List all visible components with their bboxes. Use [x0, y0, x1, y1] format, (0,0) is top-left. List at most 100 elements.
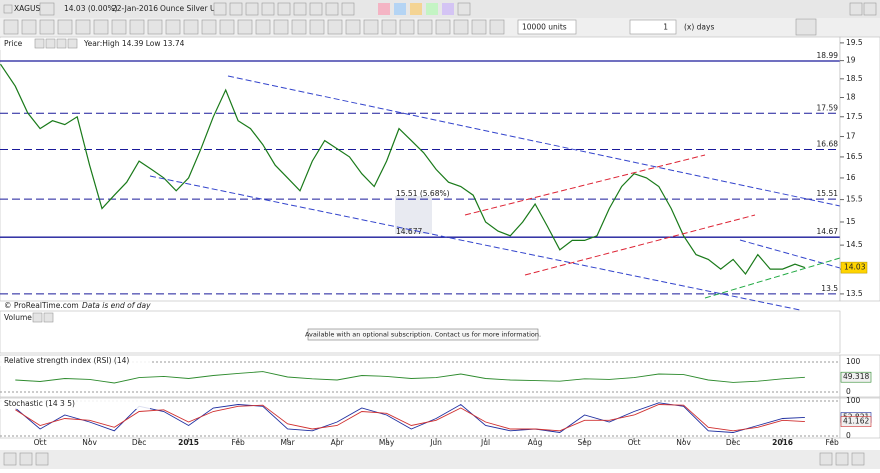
description: Ounce Silver USD	[160, 4, 226, 13]
panel-button[interactable]	[45, 38, 56, 49]
settings[interactable]	[849, 2, 863, 16]
days-input[interactable]	[629, 19, 677, 35]
chart-type[interactable]	[795, 18, 817, 36]
tool[interactable]	[255, 19, 271, 35]
tool[interactable]	[489, 19, 505, 35]
color-tool[interactable]	[378, 3, 390, 15]
level-label: 18.99	[817, 51, 839, 60]
x-tick-label: Feb	[231, 438, 245, 447]
panel-header	[0, 356, 150, 366]
tool[interactable]	[39, 19, 55, 35]
trendline	[739, 239, 841, 269]
zoom-button[interactable]	[851, 452, 865, 466]
scroll-button[interactable]	[3, 452, 17, 466]
tool[interactable]	[213, 2, 227, 16]
price-change: 14.03 (0.00%)	[64, 4, 118, 13]
indicator-title: Relative strength index (RSI) (14)	[4, 356, 129, 365]
tool[interactable]	[417, 19, 433, 35]
symbol-icon[interactable]	[3, 4, 13, 14]
tool[interactable]	[129, 19, 145, 35]
data-note: Data is end of day	[82, 301, 151, 310]
symbol[interactable]: XAGUSD	[14, 4, 46, 13]
tool[interactable]	[261, 2, 275, 16]
level-label: 16.68	[817, 140, 839, 149]
tool[interactable]	[293, 2, 307, 16]
subscription-box[interactable]	[307, 328, 539, 341]
tool[interactable]	[457, 2, 471, 16]
x-tick-label: 2015	[178, 438, 199, 447]
tool[interactable]	[381, 19, 397, 35]
y-tick-label: 16.5	[846, 152, 863, 161]
color-tool[interactable]	[410, 3, 422, 15]
trendline	[464, 154, 706, 216]
level-label: 15.51	[817, 189, 839, 198]
tool[interactable]	[111, 19, 127, 35]
units-input[interactable]	[517, 19, 577, 35]
x-tick-label: Dec	[726, 438, 741, 447]
x-tick-label: Jun	[429, 438, 442, 447]
y-tick-label: 19	[846, 56, 856, 65]
tool[interactable]	[325, 2, 339, 16]
x-tick-label: Feb	[825, 438, 839, 447]
color-tool[interactable]	[442, 3, 454, 15]
tool[interactable]	[277, 2, 291, 16]
scroll-button[interactable]	[19, 452, 33, 466]
tool[interactable]	[341, 2, 355, 16]
tool[interactable]	[57, 19, 73, 35]
panel-button[interactable]	[67, 38, 78, 49]
panel-button[interactable]	[34, 38, 45, 49]
tool[interactable]	[309, 2, 323, 16]
tool[interactable]	[345, 19, 361, 35]
units[interactable]: 10000 units	[522, 23, 567, 32]
zoom-button[interactable]	[819, 452, 833, 466]
price-panel	[0, 36, 841, 302]
tool[interactable]	[75, 19, 91, 35]
tool[interactable]	[3, 19, 19, 35]
tool[interactable]	[93, 19, 109, 35]
tool[interactable]	[471, 19, 487, 35]
tool[interactable]	[435, 19, 451, 35]
scroll-button[interactable]	[35, 452, 49, 466]
tool[interactable]	[399, 19, 415, 35]
x-tick-label: Oct	[628, 438, 641, 447]
y-tick-label: 17	[846, 132, 856, 141]
tool[interactable]	[165, 19, 181, 35]
days-value[interactable]: 1	[663, 23, 668, 32]
tool[interactable]	[147, 19, 163, 35]
y-tick-label: 18	[846, 93, 856, 102]
y-tick-label: 15	[846, 217, 856, 226]
panel-button[interactable]	[32, 312, 43, 323]
color-tool[interactable]	[426, 3, 438, 15]
tool[interactable]	[237, 19, 253, 35]
tool[interactable]	[245, 2, 259, 16]
zoom-button[interactable]	[835, 452, 849, 466]
tool[interactable]	[273, 19, 289, 35]
last-price: 14.03	[844, 263, 866, 272]
level-label: 13.5	[821, 284, 838, 293]
x-tick-label: Oct	[34, 438, 47, 447]
tool[interactable]	[453, 19, 469, 35]
tool[interactable]	[219, 19, 235, 35]
subscription-message[interactable]: Available with an optional subscription.…	[305, 331, 541, 339]
x-tick-label: Nov	[676, 438, 691, 447]
tool[interactable]	[201, 19, 217, 35]
tool[interactable]	[229, 2, 243, 16]
search-button[interactable]	[39, 2, 55, 16]
tool[interactable]	[183, 19, 199, 35]
y-tick-label: 17.5	[846, 112, 863, 121]
tool[interactable]	[309, 19, 325, 35]
tool[interactable]	[291, 19, 307, 35]
color-tool[interactable]	[394, 3, 406, 15]
close[interactable]	[863, 2, 877, 16]
x-tick-label: Aug	[528, 438, 543, 447]
trendline	[227, 75, 841, 207]
tool[interactable]	[327, 19, 343, 35]
panel-button[interactable]	[43, 312, 54, 323]
price-line	[0, 63, 806, 276]
trendlines	[149, 75, 841, 311]
time-axis: Oct Nov Dec 2015 Feb Mar Apr May Jun Jul Aug Sep Oct…	[34, 438, 839, 447]
tool[interactable]	[363, 19, 379, 35]
panel-button[interactable]	[56, 38, 67, 49]
tool[interactable]	[21, 19, 37, 35]
